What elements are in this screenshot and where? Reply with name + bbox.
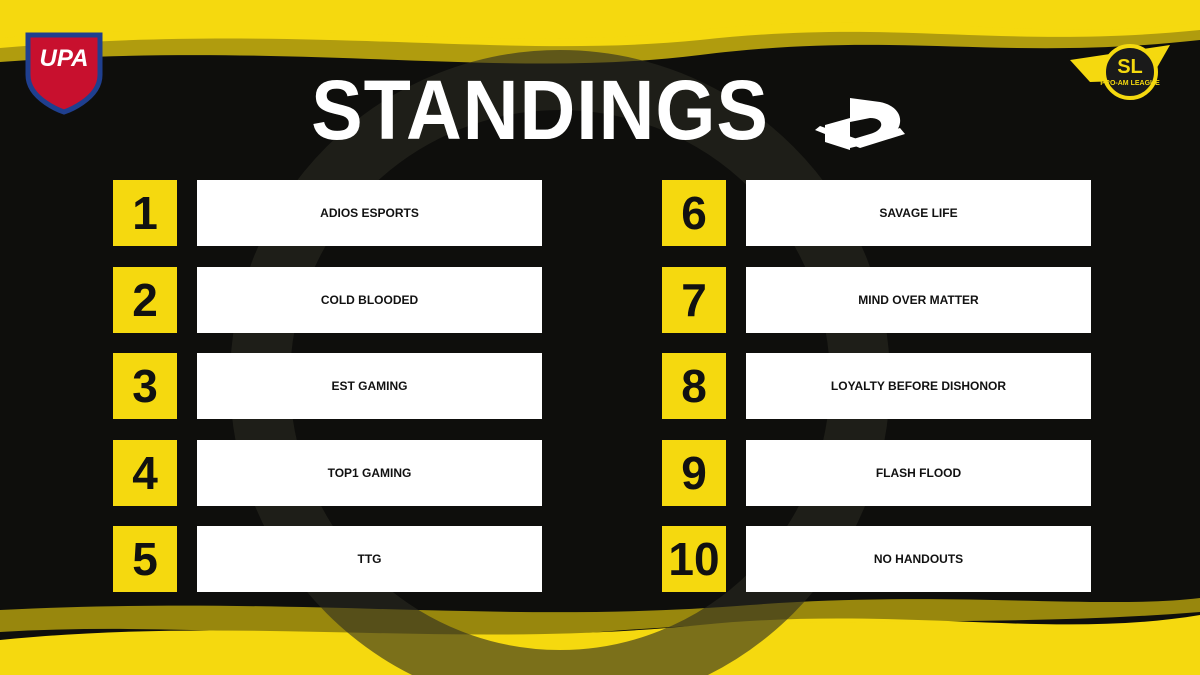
left-logo: UPA xyxy=(39,45,89,72)
rank: 10 xyxy=(662,526,726,592)
team-name: LOYALTY BEFORE DISHONOR xyxy=(746,353,1091,419)
team-name: NO HANDOUTS xyxy=(746,526,1091,592)
title: STANDINGS xyxy=(311,63,769,157)
playstation-icon-base xyxy=(815,126,905,148)
rank: 2 xyxy=(113,266,177,333)
team-name: ADIOS ESPORTS xyxy=(197,180,542,246)
team-name: TTG xyxy=(197,526,542,592)
brush-bottom-2 xyxy=(0,598,1200,638)
rank: 9 xyxy=(662,439,726,506)
upa-shield xyxy=(25,32,103,115)
rank: 5 xyxy=(113,526,177,592)
brush-top-2 xyxy=(0,22,1200,64)
team-name: FLASH FLOOD xyxy=(746,439,1091,506)
sl-badge xyxy=(1102,44,1158,100)
team-name: SAVAGE LIFE xyxy=(746,180,1091,246)
brush-bottom xyxy=(0,615,1200,675)
team-name: COLD BLOODED xyxy=(197,266,542,333)
team-name: MIND OVER MATTER xyxy=(746,266,1091,333)
rank: 8 xyxy=(662,353,726,419)
team-name: EST GAMING xyxy=(197,353,542,419)
right-logo: SL xyxy=(1117,56,1143,78)
rank: 6 xyxy=(662,180,726,246)
rank: 3 xyxy=(113,353,177,419)
rank: 1 xyxy=(113,180,177,246)
team-name: TOP1 GAMING xyxy=(197,439,542,506)
rank: 7 xyxy=(662,266,726,333)
right-logo-subtitle: PRO-AM LEAGUE xyxy=(1100,80,1160,87)
rank: 4 xyxy=(113,439,177,506)
